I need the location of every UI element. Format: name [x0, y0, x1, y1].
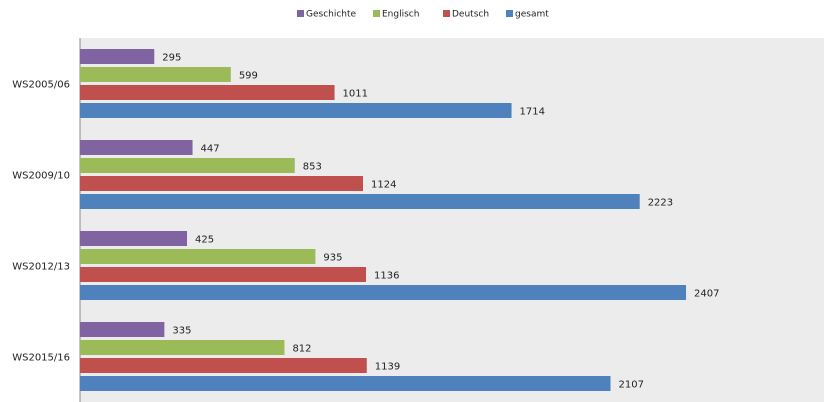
value-label: 2223: [648, 198, 673, 209]
bar: [80, 249, 316, 264]
bar: [80, 49, 155, 64]
y-tick-label: WS2009/10: [12, 171, 70, 182]
y-tick-label: WS2012/13: [12, 262, 70, 273]
value-label: 812: [292, 344, 311, 355]
bar: [80, 322, 165, 337]
bar: [80, 85, 335, 100]
value-label: 853: [303, 162, 322, 173]
value-label: 1124: [371, 180, 396, 191]
value-label: 335: [172, 326, 191, 337]
bar: [80, 340, 285, 355]
bar: [80, 231, 188, 246]
legend-label: Deutsch: [452, 10, 489, 20]
bar: [80, 267, 367, 282]
value-label: 2107: [618, 380, 643, 391]
value-label: 935: [323, 253, 342, 264]
bar: [80, 103, 512, 118]
value-label: 425: [195, 235, 214, 246]
value-label: 447: [201, 144, 220, 155]
y-tick-label: WS2005/06: [12, 80, 70, 91]
value-label: 1136: [374, 271, 399, 282]
value-label: 1714: [520, 107, 545, 118]
bar: [80, 140, 193, 155]
legend-swatch: [506, 10, 513, 17]
value-label: 1011: [343, 89, 368, 100]
bar: [80, 176, 363, 191]
bar: [80, 285, 687, 300]
value-label: 1139: [375, 362, 400, 373]
bar: [80, 194, 640, 209]
value-label: 2407: [694, 289, 719, 300]
value-label: 599: [239, 71, 258, 82]
y-tick-label: WS2015/16: [12, 353, 70, 364]
legend-swatch: [297, 10, 304, 17]
value-label: 295: [162, 53, 181, 64]
legend-swatch: [443, 10, 450, 17]
legend-label: Englisch: [382, 10, 419, 20]
bar: [80, 158, 295, 173]
bar: [80, 358, 367, 373]
legend-label: gesamt: [515, 10, 549, 20]
bar: [80, 376, 611, 391]
legend-label: Geschichte: [306, 10, 357, 20]
legend-swatch: [373, 10, 380, 17]
bar: [80, 67, 231, 82]
